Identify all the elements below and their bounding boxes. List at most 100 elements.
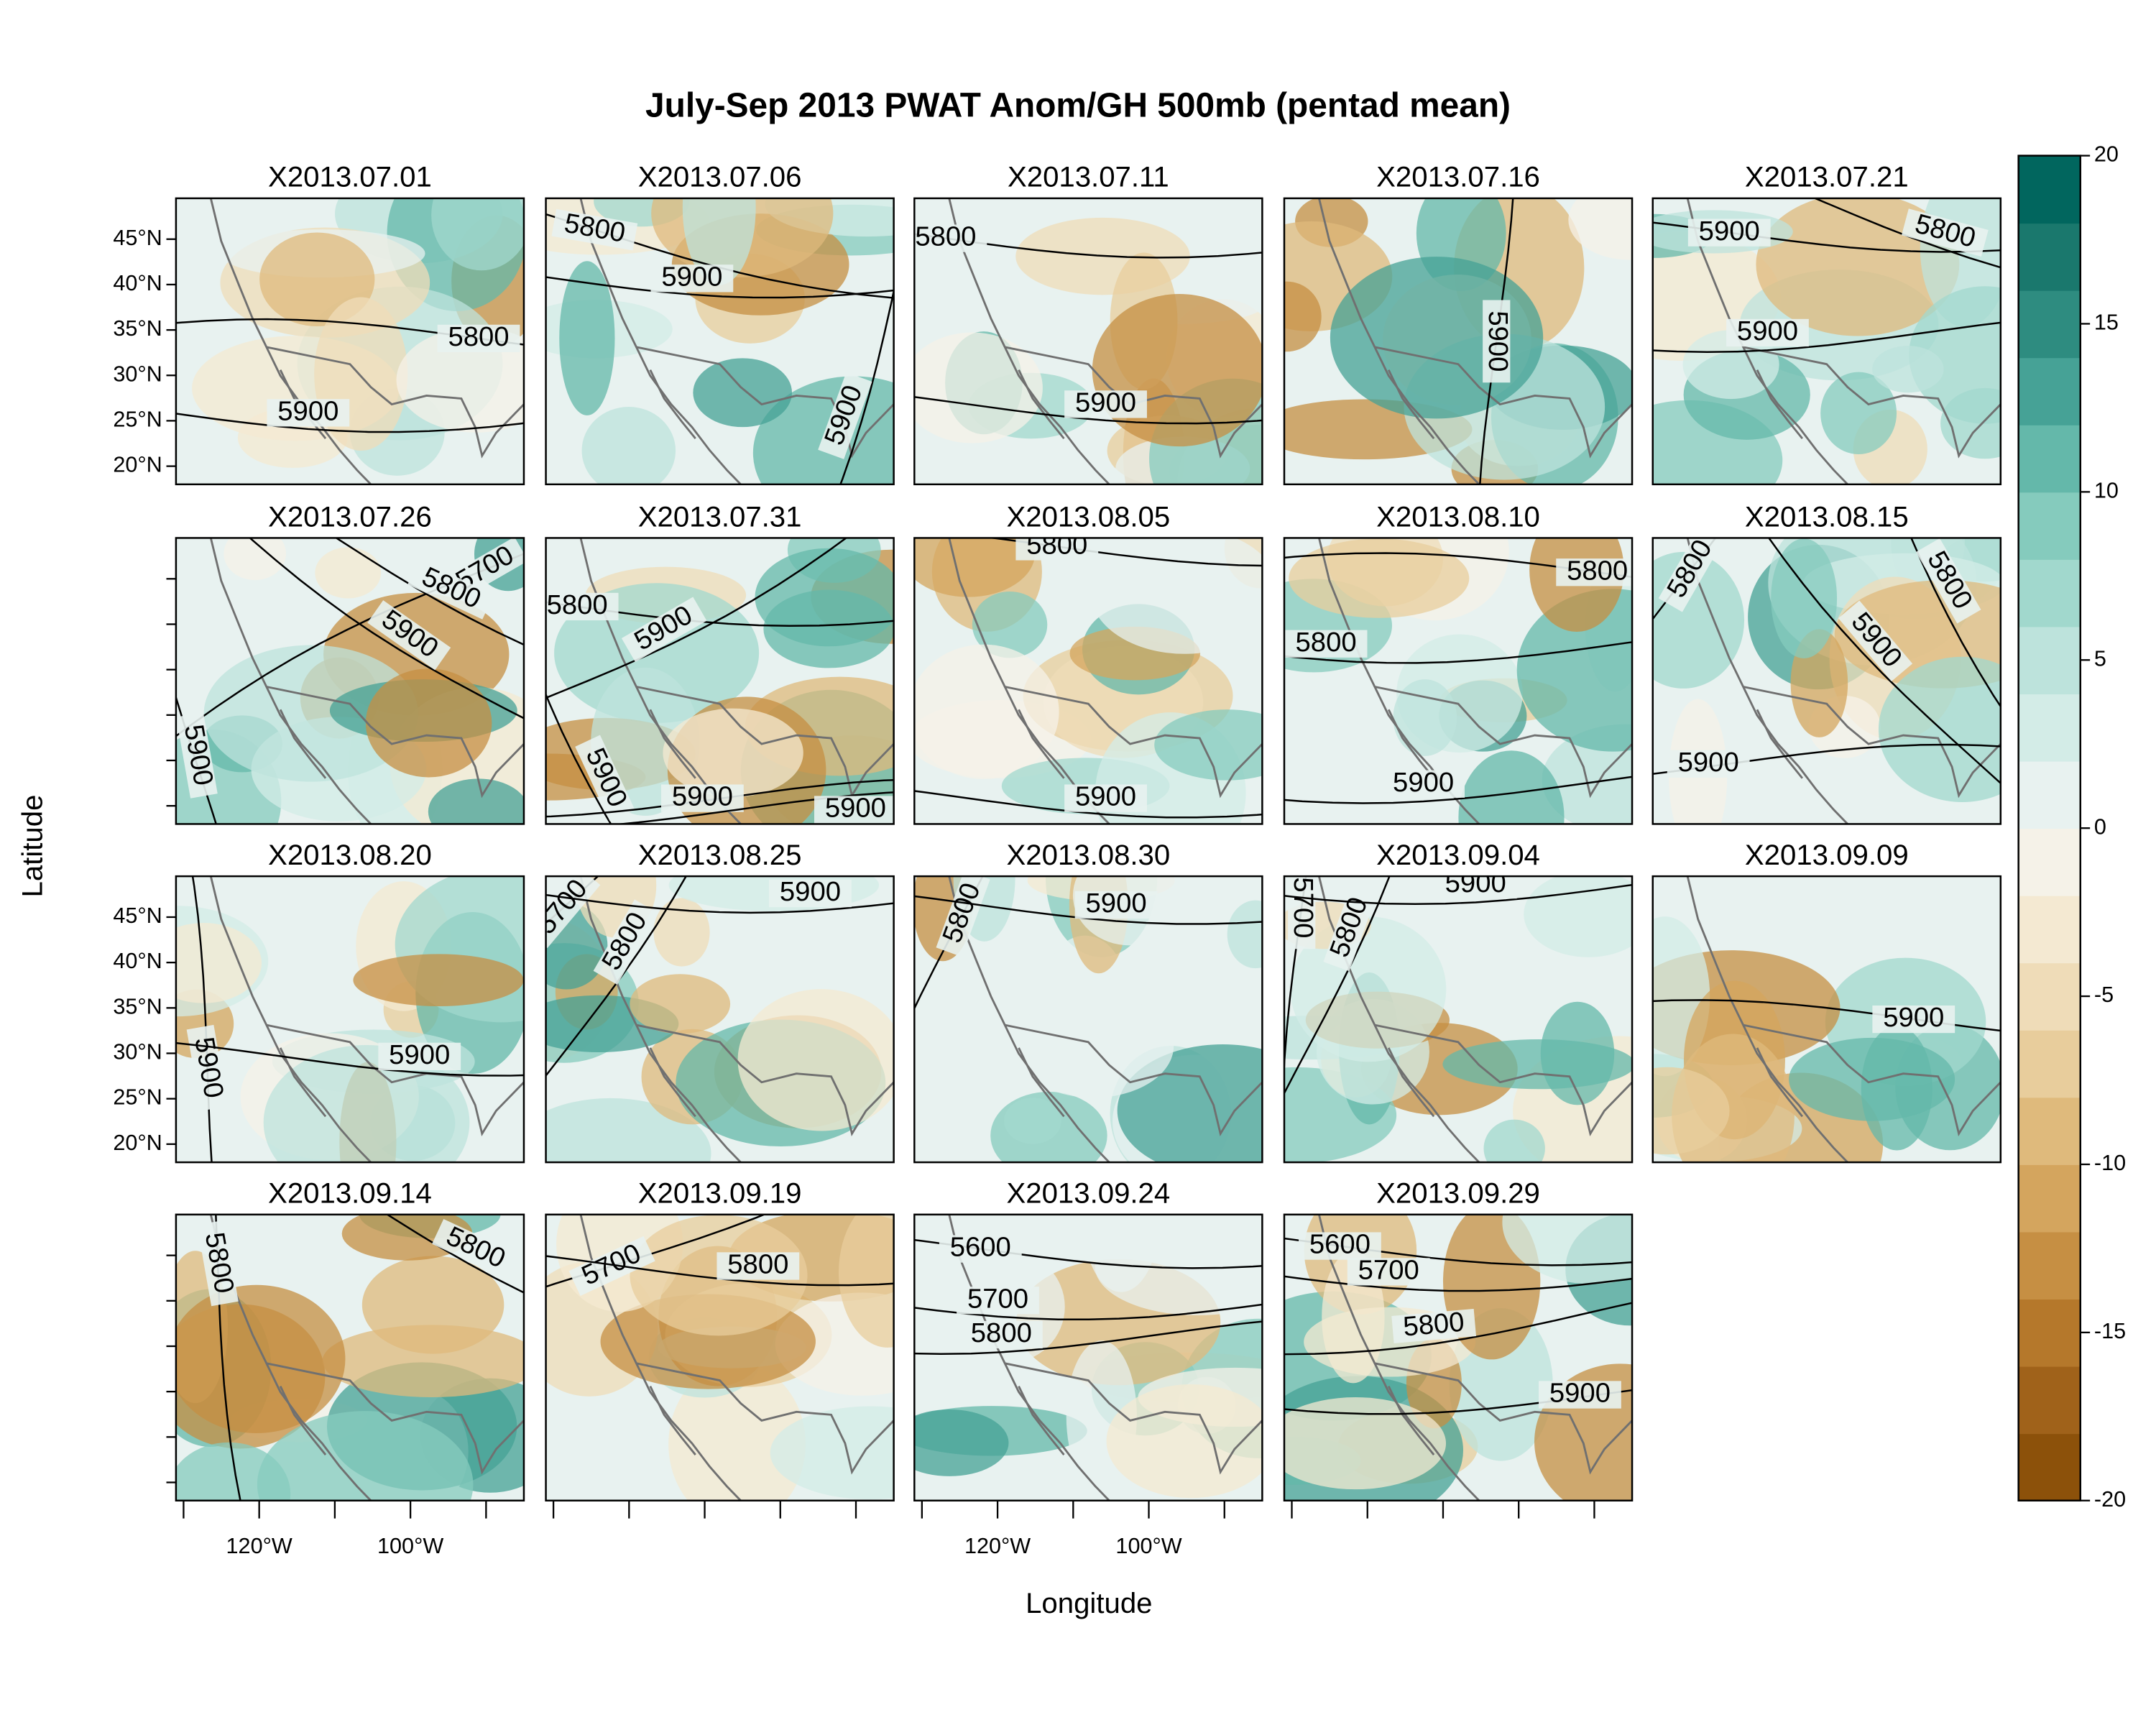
anomaly-shading xyxy=(1502,1214,1633,1284)
coastline xyxy=(1018,1047,1065,1118)
contour-label-gap xyxy=(432,1218,519,1279)
contour-label-gap xyxy=(1288,876,1316,949)
anomaly-shading xyxy=(1568,198,1633,260)
anomaly-shading xyxy=(396,327,524,433)
contour-label-gap xyxy=(939,1235,1022,1263)
coastline xyxy=(1743,1024,2001,1136)
coastline xyxy=(209,198,372,484)
anomaly-shading xyxy=(341,1214,473,1261)
contour-label-gap xyxy=(1901,208,1989,257)
contour-line xyxy=(612,791,894,824)
contour-label: 5900 xyxy=(1883,1002,1944,1033)
contour-label: 5900 xyxy=(825,793,886,824)
panel-title: X2013.08.20 xyxy=(268,839,432,871)
panel-title: X2013.07.26 xyxy=(268,500,432,533)
colorbar-tick-label: -10 xyxy=(2094,1151,2126,1175)
contour-label: 5900 xyxy=(1737,316,1798,346)
contour-label: 5800 xyxy=(1402,1306,1466,1342)
coastline xyxy=(1686,876,1848,1163)
y-tick-label: 35°N xyxy=(113,994,162,1018)
coastline xyxy=(1374,1362,1633,1475)
contour-label: 5900 xyxy=(1086,888,1147,919)
anomaly-shading xyxy=(1878,656,2001,802)
colorbar-band xyxy=(2018,694,2081,762)
anomaly-shading xyxy=(1771,538,1838,659)
coastline xyxy=(1374,686,1633,799)
contour-label-gap xyxy=(545,876,601,949)
anomaly-shading xyxy=(1284,1397,1446,1490)
panel-frame xyxy=(545,197,895,486)
contour-label-gap xyxy=(1434,876,1517,899)
colorbar-tick-label: 15 xyxy=(2094,310,2119,335)
panel-frame xyxy=(913,1213,1263,1501)
panel-title: X2013.08.15 xyxy=(1745,500,1909,533)
contour-line xyxy=(1284,876,1391,1095)
contour-label-gap xyxy=(1347,1258,1430,1286)
anomaly-shading xyxy=(1393,679,1457,756)
colorbar-band xyxy=(2018,1029,2081,1098)
anomaly-shading xyxy=(224,538,287,581)
contour-label-gap xyxy=(545,592,619,621)
contour-line xyxy=(1284,641,1633,664)
colorbar-band xyxy=(2018,962,2081,1031)
contour-label-gap xyxy=(186,1024,229,1111)
contour-line xyxy=(1284,883,1633,906)
anomaly-shading xyxy=(653,898,710,967)
contour-line xyxy=(545,876,688,1077)
anomaly-shading xyxy=(263,1044,470,1163)
anomaly-shading xyxy=(755,548,894,647)
panel-frame xyxy=(1283,197,1634,486)
y-tick-label: 20°N xyxy=(113,1131,162,1155)
panel-title: X2013.07.06 xyxy=(638,161,802,193)
contour-label-gap xyxy=(660,784,744,812)
contour-label-gap xyxy=(1299,1232,1381,1260)
contour-label: 5800 xyxy=(1567,555,1628,586)
contour-label-gap xyxy=(769,879,852,908)
contour-label-gap xyxy=(1872,1005,1955,1034)
anomaly-shading xyxy=(839,1214,894,1348)
contour-label-gap xyxy=(1064,390,1147,418)
contour-line xyxy=(334,538,524,646)
anomaly-shading xyxy=(1820,372,1897,455)
contour-label: 5700 xyxy=(1358,1254,1419,1285)
anomaly-shading xyxy=(693,358,793,428)
panel-content: 5900 5900 xyxy=(175,876,524,1163)
panel-frame xyxy=(545,1213,895,1501)
panel-content: 5800 5800 5900 xyxy=(1284,538,1633,824)
coastline xyxy=(1374,346,1633,459)
coastline xyxy=(266,686,524,799)
panel-title: X2013.09.24 xyxy=(1006,1177,1170,1210)
contour-line xyxy=(1812,198,2001,269)
anomaly-shading xyxy=(1682,330,1779,400)
contour-label: 5900 xyxy=(1549,1378,1611,1409)
coastline xyxy=(1004,686,1263,799)
contour-label-gap xyxy=(1483,300,1511,383)
map-panel: 5900 X2013.09.09 xyxy=(1651,839,2002,1164)
coastline xyxy=(636,1362,894,1475)
anomaly-shading xyxy=(1789,1037,1955,1121)
panel-frame xyxy=(1651,537,2002,825)
contour-label-gap xyxy=(936,876,990,957)
contour-label-gap xyxy=(367,600,451,671)
coastline xyxy=(636,686,894,799)
anomaly-shading xyxy=(1106,1384,1263,1499)
colorbar-band xyxy=(2018,1299,2081,1367)
contour-line xyxy=(249,538,524,719)
colorbar-band xyxy=(2018,155,2081,224)
contour-line xyxy=(385,1214,524,1294)
contour-label: 5900 xyxy=(1483,310,1514,372)
anomaly-shading xyxy=(737,989,894,1131)
panel-content: 5900 xyxy=(1652,876,2001,1163)
panel-frame xyxy=(175,1213,525,1501)
contour-line xyxy=(545,692,612,824)
contour-label: 5900 xyxy=(1075,387,1136,418)
contour-label: 5900 xyxy=(389,1039,450,1070)
anomaly-shading xyxy=(581,407,676,484)
coastline xyxy=(649,709,696,779)
colorbar-tick-label: 10 xyxy=(2094,478,2119,502)
